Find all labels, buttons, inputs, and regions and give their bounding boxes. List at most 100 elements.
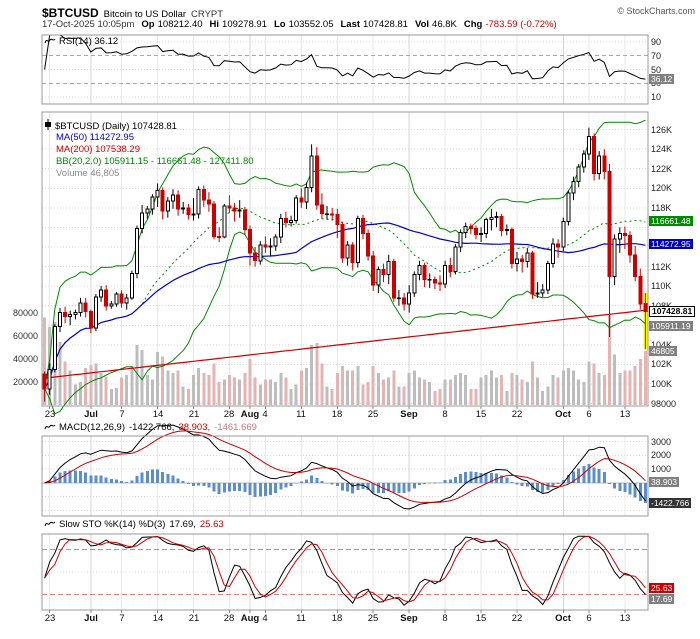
rsi-axis-label: 70 [651,51,662,61]
date-label: 18 [331,613,343,624]
low-label: Lo [273,19,286,30]
value-badge: 25.63 [649,583,675,593]
value-badge: 38.903 [649,477,679,487]
price-axis-label: 112K [651,262,672,272]
candlestick-icon [45,119,51,130]
sto-series-icon [44,521,56,527]
rsi-legend-text: RSI(14) 36.12 [59,36,119,47]
date-label: 25 [367,409,379,420]
date-label: Sep [400,613,418,624]
value-badge: 107428.81 [649,306,696,317]
date-label: 28 [223,409,235,420]
symbol: $BTCUSD [42,6,99,20]
volume-label: Vol [414,19,430,30]
volume-axis-label: 40000 [12,354,38,364]
price-axis-label: 98000 [651,399,677,409]
volume-legend-text: Volume 46,805 [56,168,120,179]
value-badge: 114272.95 [649,239,693,249]
macd-axis-label: 3000 [651,437,672,447]
date-label: 21 [188,613,200,624]
date-label: 6 [586,409,592,420]
symbol-name: Bitcoin to US Dollar [103,9,187,20]
main-legend-title: $BTCUSD (Daily) 107428.81 [44,119,177,132]
date-label: Oct [555,409,571,420]
datetime: 17-Oct-2025 10:05pm [42,19,135,30]
date-label: 22 [511,613,523,624]
price-axis-label: 124K [651,144,673,154]
volume-legend: Volume 46,805 [56,168,119,179]
date-label: 11 [296,409,306,420]
date-label: 14 [152,409,164,420]
ma200-legend: MA(200) 107538.29 [56,144,140,155]
exchange: CRYPT [191,9,224,20]
date-label: 18 [331,409,343,420]
date-label: 7 [119,613,125,624]
ma50-legend: MA(50) 114272.95 [56,132,134,143]
value-badge: 105911.19 [649,321,693,331]
rsi-legend: RSI(14) 36.12 [44,36,118,47]
price-axis-label: 100K [651,379,673,389]
sto-legend-label: Slow STO %K(14) %D(3) [59,519,166,530]
date-label: Jul [84,409,98,420]
date-label: 15 [475,613,487,624]
price-axis-label: 126K [651,125,673,135]
rsi-series-icon [44,38,56,44]
date-label: Sep [400,409,418,420]
date-label: 23 [44,613,56,624]
bb-legend: BB(20,2.0) 105911.15 - 116661.48 - 12741… [56,156,254,167]
date-label: 25 [367,613,379,624]
date-label: 15 [475,409,487,420]
volume-axis-label: 20000 [12,377,38,387]
macd-axis-label: 2000 [651,450,672,460]
last-value: 107428.81 [363,19,408,30]
ma50-legend-text: MA(50) 114272.95 [56,132,134,143]
rsi-axis-label: 90 [651,37,662,47]
price-axis-label: 104K [651,340,673,350]
volume-axis-label: 60000 [12,331,38,341]
date-label: 28 [223,613,235,624]
copyright: © StockCharts.com [617,6,695,16]
chart-header: $BTCUSD Bitcoin to US Dollar CRYPT [42,4,223,22]
date-label: 4 [262,613,268,624]
date-label: 6 [586,613,592,624]
price-axis-label: 122K [651,164,673,174]
rsi-axis-label: 10 [651,92,662,102]
price-axis-label: 102K [651,359,673,369]
value-badge: 46805 [649,346,677,356]
date-label: 7 [119,409,125,420]
macd-hist-value: -1461.669 [214,422,257,433]
price-axis-label: 120K [651,183,673,193]
value-badge: 17.69 [649,594,675,604]
date-label: Jul [84,613,98,624]
macd-legend-label: MACD(12,26,9) [59,422,125,433]
date-label: 22 [511,409,523,420]
price-axis-label: 110K [651,281,672,291]
open-value: 108212.40 [157,19,203,30]
value-badge: -1422.766 [649,498,692,508]
value-badge: 36.12 [649,74,675,84]
bb-legend-text: BB(20,2.0) 105911.15 - 116661.48 - 12741… [56,156,254,167]
ma200-legend-text: MA(200) 107538.29 [56,144,140,155]
change-label: Chg [463,19,483,30]
macd-signal-value: 38.903, [178,422,211,433]
low-value: 103552.05 [288,19,334,30]
open-label: Op [141,19,155,30]
date-label: 23 [44,409,56,420]
date-label: 11 [296,613,306,624]
quote-line: 17-Oct-2025 10:05pm Op 108212.40 Hi 109278.9… [42,19,557,30]
value-badge: 116661.48 [649,216,693,226]
volume-value: 46.8K [432,19,457,30]
date-label: Oct [555,613,571,624]
macd-axis-label: 1000 [651,464,672,474]
macd-series-icon [44,424,56,430]
rsi-axis-label: 50 [651,65,662,75]
date-label: 8 [442,613,448,624]
high-label: Hi [209,19,220,30]
macd-value: -1422.766, [129,422,175,433]
date-label: 13 [619,409,631,420]
date-label: 13 [619,613,631,624]
date-label: 21 [188,409,200,420]
date-label: 4 [262,409,268,420]
last-label: Last [340,19,361,30]
